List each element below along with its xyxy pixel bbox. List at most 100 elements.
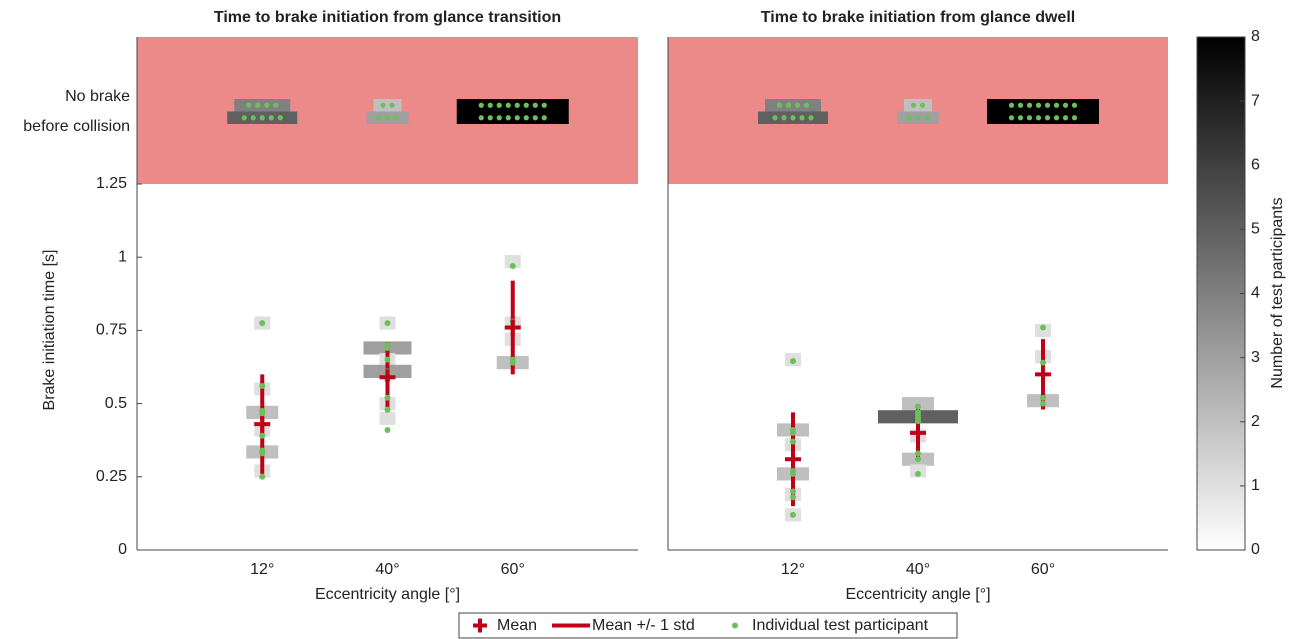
no-brake-participant [1044, 102, 1051, 108]
no-brake-label: No brake [65, 88, 130, 105]
colorbar-tick-label: 2 [1251, 413, 1260, 430]
no-brake-participant [389, 102, 395, 108]
x-axis-label: Eccentricity angle [°] [315, 586, 460, 603]
no-brake-participant [541, 102, 547, 108]
no-brake-participant [1053, 115, 1060, 121]
panel-title: Time to brake initiation from glance dwe… [761, 9, 1075, 26]
participant-point [790, 429, 796, 436]
no-brake-participant [375, 115, 382, 121]
legend-label: Individual test participant [752, 617, 929, 634]
mean-marker [254, 416, 271, 433]
legend-box [458, 612, 958, 639]
participant-point [259, 432, 266, 439]
participant-point [915, 470, 921, 477]
no-brake-participant [246, 102, 252, 108]
x-tick-label: 12° [781, 561, 805, 578]
participant-point [384, 394, 391, 401]
no-brake-bin [987, 111, 1099, 124]
no-brake-participant [268, 115, 274, 121]
panel-title: Time to brake initiation from glance tra… [214, 9, 561, 26]
participant-point [259, 320, 266, 327]
mean-marker [1035, 366, 1051, 383]
colorbar-tick-label: 0 [1251, 541, 1260, 558]
colorbar-tick-label: 5 [1251, 221, 1260, 238]
no-brake-participant [505, 102, 511, 108]
legend-label: Mean [497, 617, 537, 634]
no-brake-participant [1062, 102, 1069, 108]
no-brake-participant [906, 115, 912, 121]
no-brake-participant [794, 102, 801, 108]
participant-point [259, 410, 266, 417]
participant-point [509, 262, 516, 269]
participant-point [915, 456, 921, 463]
participant-point [384, 356, 391, 363]
no-brake-participant [250, 115, 256, 121]
participant-point [790, 494, 796, 501]
x-axis-label: Eccentricity angle [°] [845, 586, 990, 603]
y-tick-label: 1 [118, 248, 127, 265]
legend-label: Mean +/- 1 std [592, 617, 695, 634]
no-brake-participant [1062, 115, 1069, 121]
no-brake-participant [487, 115, 493, 121]
participant-point [384, 344, 391, 351]
x-tick-label: 60° [501, 561, 525, 578]
colorbar [1196, 36, 1246, 551]
no-brake-participant [384, 115, 391, 121]
no-brake-participant [496, 115, 502, 121]
no-brake-participant [1026, 115, 1033, 121]
no-brake-participant [523, 102, 529, 108]
mean-marker [504, 319, 521, 336]
participant-point [1040, 394, 1046, 401]
y-tick-label: 0.5 [105, 395, 127, 412]
no-brake-participant [785, 102, 792, 108]
participant-point [915, 403, 921, 410]
no-brake-bin [987, 99, 1099, 112]
no-brake-participant [808, 115, 814, 121]
participant-point [790, 438, 796, 445]
participant-point [259, 473, 266, 480]
no-brake-participant [478, 102, 484, 108]
no-brake-participant [241, 115, 247, 121]
no-brake-bin [456, 99, 569, 112]
no-brake-participant [496, 102, 502, 108]
colorbar-tick-label: 3 [1251, 349, 1260, 366]
participant-point [790, 511, 796, 518]
x-tick-label: 40° [906, 561, 930, 578]
no-brake-participant [380, 102, 386, 108]
mean-marker [910, 424, 926, 441]
participant-point [790, 470, 796, 477]
no-brake-bin [373, 99, 402, 112]
no-brake-participant [919, 102, 926, 108]
colorbar-tick-label: 8 [1251, 28, 1260, 45]
participant-point [384, 406, 391, 413]
participant-point [259, 383, 266, 390]
participant-point [384, 320, 391, 327]
no-brake-participant [1053, 102, 1060, 108]
colorbar-tick-label: 4 [1251, 285, 1260, 302]
no-brake-participant [514, 102, 520, 108]
no-brake-participant [1017, 115, 1024, 121]
no-brake-label: before collision [23, 118, 130, 135]
mean-marker [785, 451, 801, 468]
legend-point-symbol [732, 622, 738, 629]
no-brake-participant [1071, 115, 1078, 121]
no-brake-participant [532, 115, 538, 121]
mean-marker [379, 369, 396, 386]
no-brake-participant [803, 102, 810, 108]
no-brake-participant [1017, 102, 1024, 108]
participant-point [1040, 400, 1046, 407]
no-brake-participant [1026, 102, 1033, 108]
no-brake-participant [255, 102, 261, 108]
no-brake-participant [277, 115, 283, 121]
no-brake-participant [790, 115, 796, 121]
no-brake-participant [541, 115, 547, 121]
histogram-bin [379, 411, 396, 425]
participant-point [509, 359, 516, 366]
no-brake-participant [1044, 115, 1051, 121]
no-brake-participant [776, 102, 783, 108]
no-brake-bin [234, 99, 291, 112]
no-brake-participant [799, 115, 805, 121]
x-tick-label: 60° [1031, 561, 1055, 578]
no-brake-participant [505, 115, 511, 121]
